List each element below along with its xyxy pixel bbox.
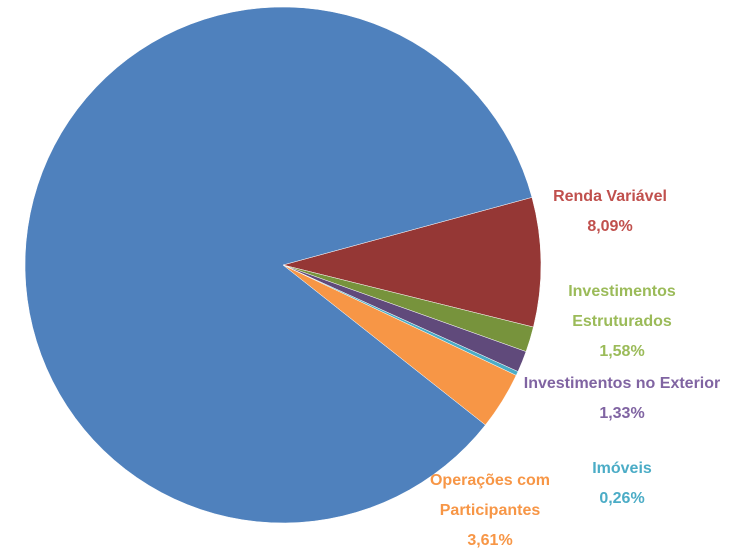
category-name: Investimentos Estruturados	[568, 283, 676, 330]
value-label: 1,58%	[599, 343, 645, 360]
slice-label: Renda Variável 8,09%	[510, 182, 710, 242]
pie-slice	[282, 197, 542, 328]
value-label: 3,61%	[467, 532, 513, 549]
slice-label: Investimentos Estruturados 1,58%	[537, 277, 707, 367]
category-name: Imóveis	[592, 460, 652, 477]
category-name: Operações com Participantes	[429, 472, 551, 519]
slice-label: Investimentos no Exterior 1,33%	[522, 369, 722, 429]
category-name: Investimentos no Exterior	[523, 375, 721, 392]
value-label: 8,09%	[587, 218, 633, 235]
value-label: 0,26%	[599, 490, 645, 507]
value-label: 1,33%	[599, 405, 645, 422]
pie-slice	[24, 6, 533, 524]
slice-label: Operações com Participantes 3,61%	[405, 466, 575, 556]
category-name: Renda Variável	[553, 188, 667, 205]
slice-label: Imóveis 0,26%	[562, 454, 682, 514]
